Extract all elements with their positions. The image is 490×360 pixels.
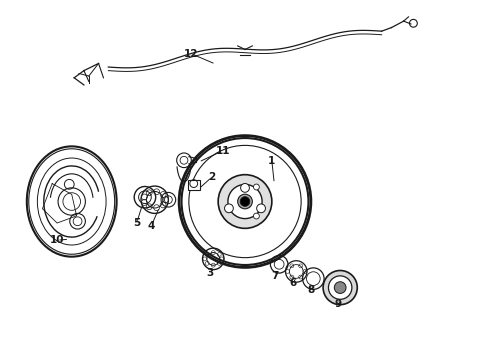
Text: 11: 11 bbox=[216, 145, 230, 156]
Circle shape bbox=[253, 213, 259, 219]
Circle shape bbox=[238, 194, 252, 209]
Circle shape bbox=[224, 204, 233, 213]
Text: 10: 10 bbox=[50, 235, 64, 245]
Circle shape bbox=[240, 197, 250, 206]
Circle shape bbox=[228, 184, 262, 219]
Circle shape bbox=[334, 282, 346, 293]
Text: 8: 8 bbox=[308, 285, 315, 296]
Circle shape bbox=[328, 276, 352, 299]
Text: 12: 12 bbox=[184, 49, 198, 59]
Bar bbox=[188, 180, 199, 190]
Text: 4: 4 bbox=[147, 221, 155, 231]
Text: 2: 2 bbox=[208, 172, 216, 182]
Circle shape bbox=[253, 184, 259, 190]
Circle shape bbox=[257, 204, 266, 213]
Circle shape bbox=[323, 270, 357, 305]
Circle shape bbox=[182, 138, 308, 265]
Text: 1: 1 bbox=[268, 156, 275, 166]
Circle shape bbox=[241, 184, 249, 192]
Circle shape bbox=[179, 136, 311, 267]
Text: 7: 7 bbox=[271, 271, 279, 281]
Text: 3: 3 bbox=[206, 267, 214, 278]
Text: 9: 9 bbox=[334, 299, 342, 309]
Text: 6: 6 bbox=[289, 278, 296, 288]
Text: 5: 5 bbox=[133, 218, 140, 228]
Circle shape bbox=[218, 175, 272, 228]
